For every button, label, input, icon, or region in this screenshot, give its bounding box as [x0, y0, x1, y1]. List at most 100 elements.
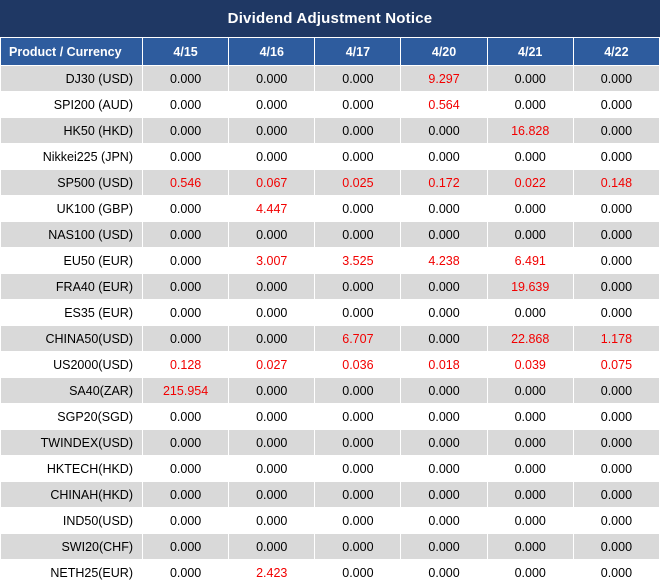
dividend-value-cell: 0.000 — [141, 403, 230, 430]
dividend-value-cell: 0.000 — [314, 559, 402, 586]
dividend-value-cell: 0.172 — [400, 169, 488, 196]
table-row: UK100 (GBP) 0.000 4.447 0.000 0.000 0.000 0.00… — [0, 195, 660, 222]
dividend-value-cell: 0.000 — [486, 455, 574, 482]
dividend-value-cell: 0.000 — [572, 533, 660, 560]
table-row: HK50 (HKD) 0.000 0.000 0.000 0.000 16.828 0.00… — [0, 117, 660, 144]
product-cell: IND50(USD) — [0, 507, 143, 534]
dividend-value-cell: 0.000 — [141, 481, 230, 508]
dividend-value-cell: 0.000 — [141, 221, 230, 248]
dividend-value-cell: 0.000 — [228, 117, 316, 144]
page-title: Dividend Adjustment Notice — [227, 10, 433, 27]
dividend-value-cell: 0.000 — [572, 377, 660, 404]
dividend-value-cell: 0.000 — [314, 403, 402, 430]
table-row: SWI20(CHF) 0.000 0.000 0.000 0.000 0.000 0.000 — [0, 533, 660, 560]
dividend-value-cell: 0.000 — [486, 299, 574, 326]
product-cell: DJ30 (USD) — [0, 65, 143, 92]
dividend-value-cell: 22.868 — [486, 325, 574, 352]
date-header: 4/21 — [486, 37, 574, 66]
dividend-value-cell: 0.000 — [314, 195, 402, 222]
dividend-value-cell: 0.000 — [228, 273, 316, 300]
dividend-value-cell: 0.000 — [400, 221, 488, 248]
title-bar: Dividend Adjustment Notice — [0, 0, 660, 37]
dividend-value-cell: 0.000 — [314, 377, 402, 404]
header-row: Product / Currency 4/15 4/16 4/17 4/20 4… — [0, 37, 660, 66]
dividend-value-cell: 0.000 — [572, 299, 660, 326]
dividend-value-cell: 0.000 — [572, 429, 660, 456]
dividend-value-cell: 0.000 — [486, 221, 574, 248]
table-row: IND50(USD) 0.000 0.000 0.000 0.000 0.000 0.000 — [0, 507, 660, 534]
dividend-value-cell: 0.128 — [141, 351, 230, 378]
dividend-value-cell: 0.000 — [314, 91, 402, 118]
dividend-value-cell: 0.000 — [400, 455, 488, 482]
table-row: CHINA50(USD) 0.000 0.000 6.707 0.000 22.868 1.… — [0, 325, 660, 352]
dividend-value-cell: 0.000 — [228, 481, 316, 508]
dividend-value-cell: 0.039 — [486, 351, 574, 378]
dividend-value-cell: 6.491 — [486, 247, 574, 274]
dividend-value-cell: 0.000 — [572, 195, 660, 222]
date-header: 4/17 — [314, 37, 402, 66]
table-row: ES35 (EUR) 0.000 0.000 0.000 0.000 0.000 0.000 — [0, 299, 660, 326]
dividend-value-cell: 0.000 — [228, 91, 316, 118]
dividend-value-cell: 0.000 — [228, 455, 316, 482]
dividend-value-cell: 4.447 — [228, 195, 316, 222]
product-cell: NETH25(EUR) — [0, 559, 143, 586]
dividend-value-cell: 0.000 — [141, 325, 230, 352]
table-row: SPI200 (AUD) 0.000 0.000 0.000 0.564 0.000 0.0… — [0, 91, 660, 118]
dividend-value-cell: 0.000 — [141, 195, 230, 222]
dividend-value-cell: 0.000 — [141, 247, 230, 274]
dividend-value-cell: 0.148 — [572, 169, 660, 196]
date-header: 4/22 — [572, 37, 660, 66]
date-header: 4/16 — [228, 37, 316, 66]
dividend-value-cell: 0.000 — [486, 143, 574, 170]
dividend-value-cell: 16.828 — [486, 117, 574, 144]
dividend-value-cell: 0.000 — [572, 403, 660, 430]
dividend-value-cell: 0.000 — [314, 117, 402, 144]
table-row: NAS100 (USD) 0.000 0.000 0.000 0.000 0.000 0.0… — [0, 221, 660, 248]
product-cell: SP500 (USD) — [0, 169, 143, 196]
product-cell: EU50 (EUR) — [0, 247, 143, 274]
dividend-value-cell: 0.000 — [400, 325, 488, 352]
dividend-value-cell: 0.000 — [141, 507, 230, 534]
dividend-value-cell: 0.000 — [314, 221, 402, 248]
dividend-value-cell: 0.000 — [141, 299, 230, 326]
dividend-value-cell: 0.000 — [572, 559, 660, 586]
product-cell: TWINDEX(USD) — [0, 429, 143, 456]
dividend-value-cell: 0.000 — [486, 377, 574, 404]
dividend-value-cell: 0.000 — [228, 299, 316, 326]
dividend-value-cell: 0.000 — [400, 559, 488, 586]
dividend-value-cell: 0.000 — [572, 65, 660, 92]
dividend-value-cell: 0.000 — [572, 143, 660, 170]
table-row: Nikkei225 (JPN) 0.000 0.000 0.000 0.000 0.000… — [0, 143, 660, 170]
dividend-value-cell: 0.000 — [400, 299, 488, 326]
dividend-value-cell: 4.238 — [400, 247, 488, 274]
dividend-value-cell: 0.000 — [486, 195, 574, 222]
dividend-value-cell: 6.707 — [314, 325, 402, 352]
dividend-value-cell: 0.022 — [486, 169, 574, 196]
dividend-value-cell: 0.000 — [228, 429, 316, 456]
dividend-value-cell: 0.000 — [228, 325, 316, 352]
dividend-value-cell: 0.027 — [228, 351, 316, 378]
dividend-value-cell: 0.000 — [141, 559, 230, 586]
product-currency-header: Product / Currency — [0, 37, 143, 66]
dividend-value-cell: 0.036 — [314, 351, 402, 378]
dividend-value-cell: 0.000 — [486, 481, 574, 508]
dividend-value-cell: 0.000 — [400, 429, 488, 456]
table-row: HKTECH(HKD) 0.000 0.000 0.000 0.000 0.000 0.00… — [0, 455, 660, 482]
dividend-value-cell: 0.000 — [400, 195, 488, 222]
dividend-value-cell: 0.000 — [486, 429, 574, 456]
dividend-value-cell: 0.018 — [400, 351, 488, 378]
table-row: SGP20(SGD) 0.000 0.000 0.000 0.000 0.000 0.000 — [0, 403, 660, 430]
dividend-value-cell: 0.000 — [228, 221, 316, 248]
dividend-value-cell: 0.000 — [314, 143, 402, 170]
table-body: DJ30 (USD) 0.000 0.000 0.000 9.297 0.000 0.000… — [0, 65, 660, 586]
dividend-value-cell: 0.000 — [400, 507, 488, 534]
dividend-value-cell: 0.000 — [314, 481, 402, 508]
dividend-value-cell: 0.000 — [141, 143, 230, 170]
date-header: 4/20 — [400, 37, 488, 66]
product-cell: SA40(ZAR) — [0, 377, 143, 404]
product-cell: CHINAH(HKD) — [0, 481, 143, 508]
dividend-value-cell: 0.000 — [141, 273, 230, 300]
table-row: SA40(ZAR) 215.954 0.000 0.000 0.000 0.000 0.00… — [0, 377, 660, 404]
table-header: Product / Currency 4/15 4/16 4/17 4/20 4… — [0, 37, 660, 66]
product-cell: US2000(USD) — [0, 351, 143, 378]
